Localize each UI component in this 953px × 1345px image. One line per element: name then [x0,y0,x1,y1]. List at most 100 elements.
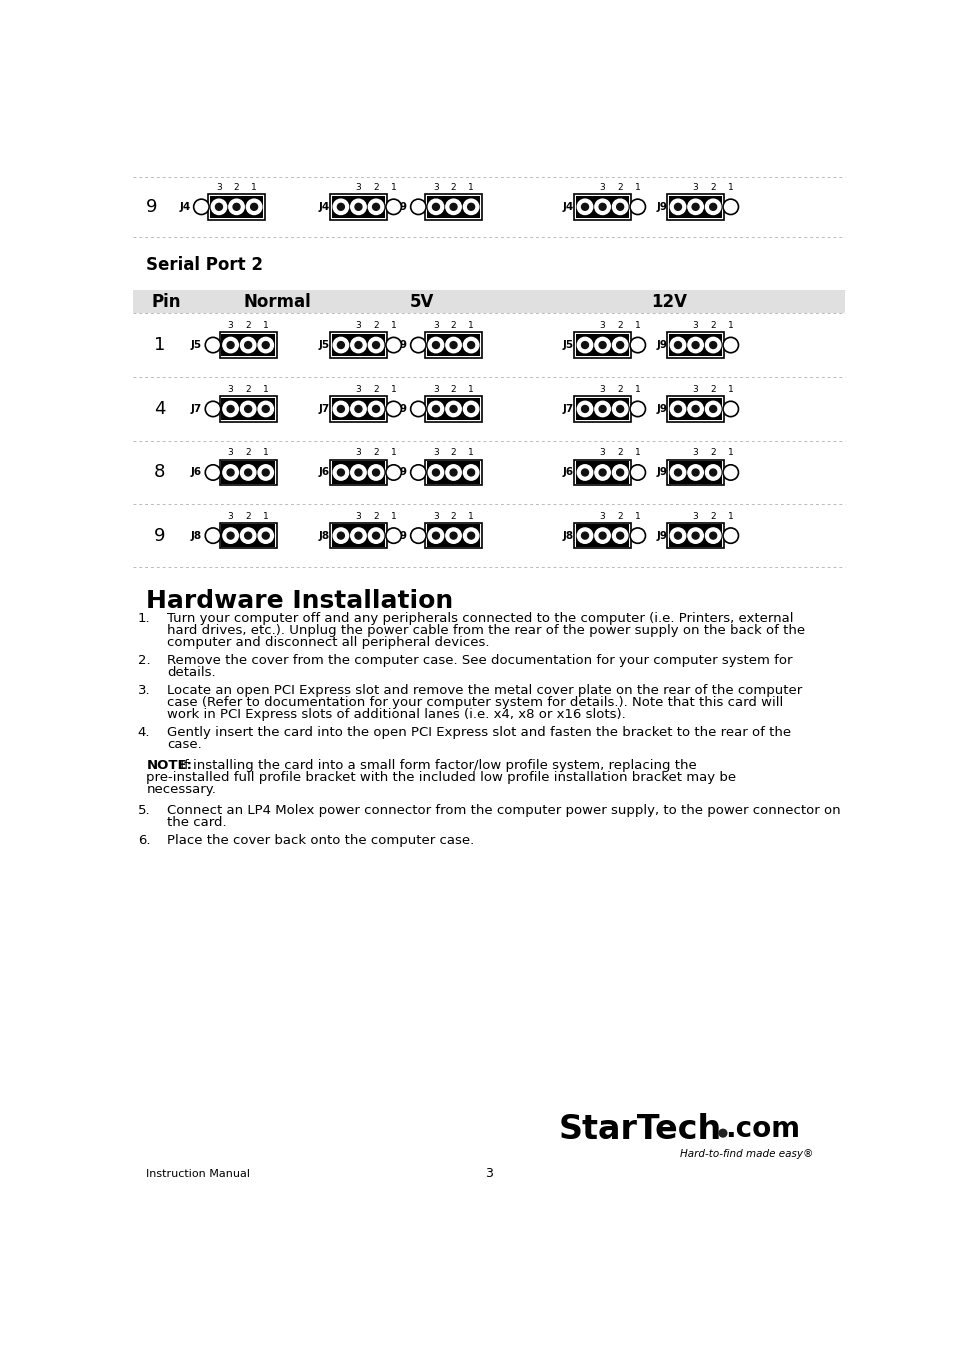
Text: 3.: 3. [137,683,150,697]
Circle shape [227,533,233,539]
Circle shape [687,199,702,214]
Text: J7: J7 [562,404,574,414]
Text: J9: J9 [656,340,666,350]
Circle shape [385,465,401,480]
Circle shape [385,199,401,214]
Circle shape [616,469,623,476]
Circle shape [709,469,716,476]
Circle shape [616,203,623,210]
Circle shape [432,342,439,348]
Circle shape [709,405,716,413]
Text: 2: 2 [710,183,715,192]
Text: J4: J4 [318,202,330,211]
Text: J9: J9 [656,202,666,211]
Circle shape [450,203,456,210]
Circle shape [428,338,443,352]
Bar [221,461,274,484]
Bar [219,523,276,549]
Text: 3: 3 [433,183,438,192]
Bar [330,194,387,219]
Circle shape [670,529,685,543]
Circle shape [262,405,269,413]
Text: 6.: 6. [137,834,150,847]
Circle shape [450,342,456,348]
Text: computer and disconnect all peripheral devices.: computer and disconnect all peripheral d… [167,636,489,648]
Circle shape [691,469,699,476]
Circle shape [577,529,592,543]
Circle shape [450,469,456,476]
Text: 3: 3 [433,385,438,394]
Circle shape [240,401,255,417]
Text: 1: 1 [468,183,474,192]
Circle shape [445,199,461,214]
Text: 3: 3 [355,511,361,521]
Text: 1: 1 [391,448,396,457]
Text: J8: J8 [318,531,330,541]
Bar [332,334,385,356]
Text: J8: J8 [562,531,574,541]
Circle shape [223,338,238,352]
Circle shape [410,465,426,480]
Text: 1: 1 [251,183,256,192]
Circle shape [233,203,240,210]
Text: 1: 1 [727,511,733,521]
Bar [426,525,480,547]
Circle shape [674,203,680,210]
Text: 2: 2 [233,183,239,192]
Circle shape [704,401,720,417]
Circle shape [629,338,645,352]
Circle shape [598,405,605,413]
Bar [666,523,723,549]
Circle shape [373,533,379,539]
Circle shape [373,469,379,476]
Circle shape [337,469,344,476]
Circle shape [450,533,456,539]
Text: Gently insert the card into the open PCI Express slot and fasten the bracket to : Gently insert the card into the open PCI… [167,726,791,738]
Circle shape [373,203,379,210]
Text: 2: 2 [373,183,378,192]
Text: 9: 9 [146,198,157,215]
Bar [575,195,629,218]
Text: J5: J5 [191,340,202,350]
Circle shape [467,469,474,476]
Circle shape [432,405,439,413]
Text: J9: J9 [396,404,407,414]
Text: the card.: the card. [167,816,227,829]
Bar [133,291,843,313]
Circle shape [333,465,348,480]
Text: J6: J6 [191,468,202,477]
Circle shape [463,199,478,214]
Text: 2: 2 [710,448,715,457]
Text: 3: 3 [599,448,605,457]
Circle shape [581,203,588,210]
Text: .com: .com [724,1115,800,1143]
Text: necessary.: necessary. [146,783,216,796]
Circle shape [355,533,361,539]
Text: 1: 1 [468,448,474,457]
Circle shape [691,203,699,210]
Circle shape [704,199,720,214]
Circle shape [722,401,738,417]
Circle shape [432,469,439,476]
Circle shape [337,533,344,539]
Circle shape [373,405,379,413]
Text: 2: 2 [617,183,622,192]
Text: 2: 2 [373,385,378,394]
Text: 3: 3 [228,321,233,330]
Bar [426,461,480,484]
Text: 2.: 2. [137,654,150,667]
Circle shape [240,465,255,480]
Text: 8: 8 [153,464,165,482]
Text: 1: 1 [468,321,474,330]
Circle shape [722,529,738,543]
Circle shape [612,401,627,417]
Circle shape [223,465,238,480]
Circle shape [612,199,627,214]
Bar [221,334,274,356]
Circle shape [227,469,233,476]
Circle shape [257,529,274,543]
Text: J9: J9 [656,468,666,477]
Circle shape [262,342,269,348]
Circle shape [337,405,344,413]
Circle shape [240,529,255,543]
